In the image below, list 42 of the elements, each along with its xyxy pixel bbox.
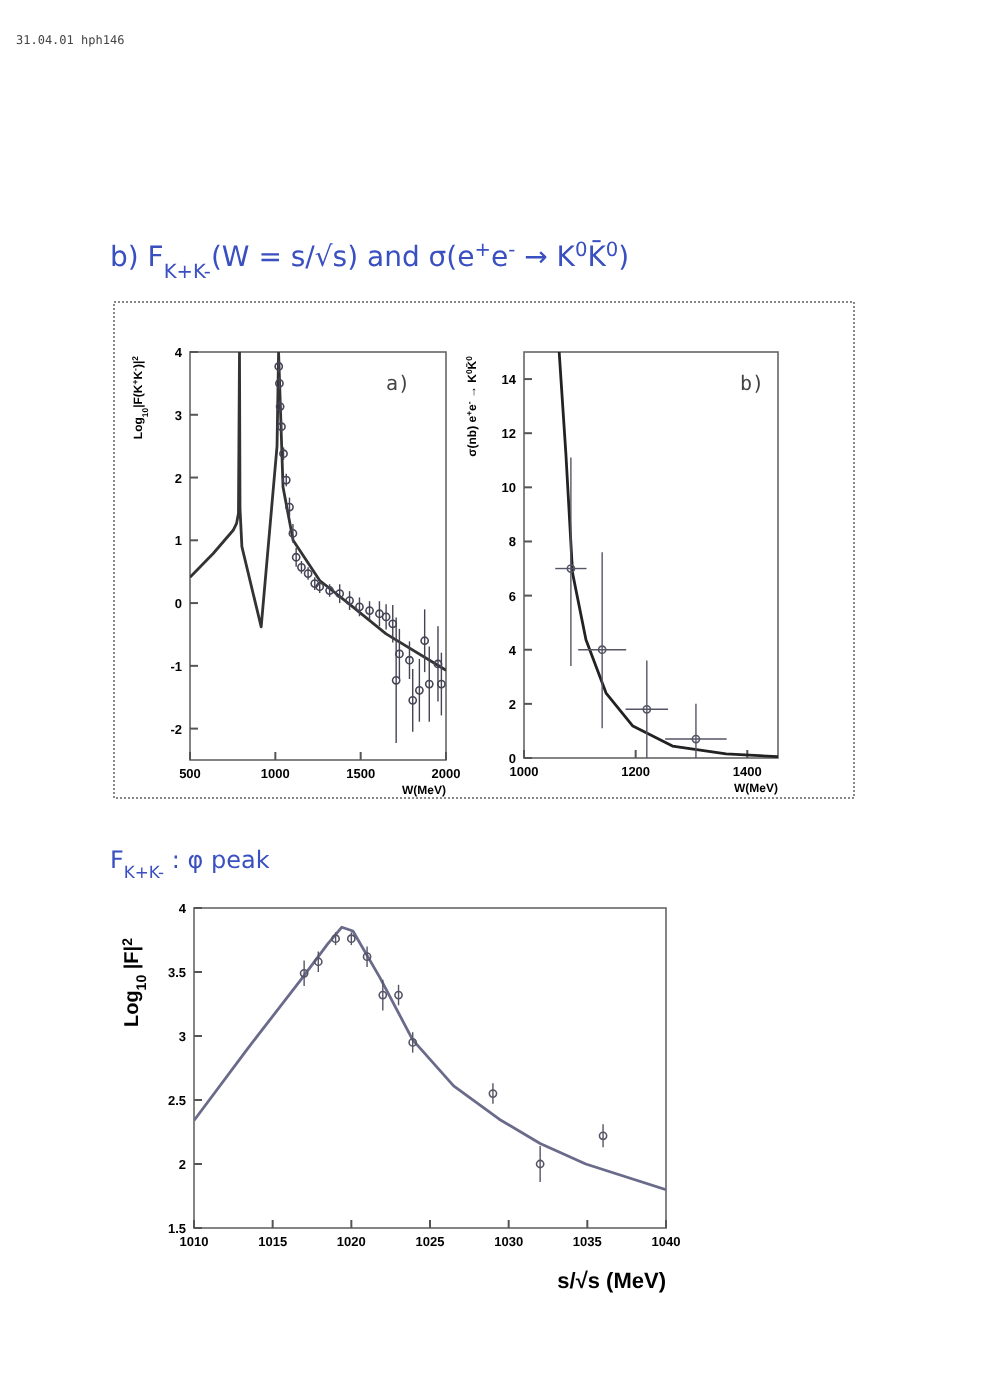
point xyxy=(691,734,701,744)
annotation: b) xyxy=(739,374,764,396)
point xyxy=(299,968,309,978)
point xyxy=(597,645,607,655)
chart-title: F$_{K+K-}$ : φ peak xyxy=(110,846,270,882)
point xyxy=(535,1159,545,1169)
x-axis-title: s/√s (MeV) xyxy=(557,1270,667,1294)
point xyxy=(275,402,285,412)
point xyxy=(291,552,301,562)
line-series xyxy=(194,925,666,1191)
line-series xyxy=(557,352,778,758)
point xyxy=(414,685,424,695)
point xyxy=(303,569,313,578)
point xyxy=(598,1131,608,1141)
point xyxy=(362,952,372,962)
annotation: a) xyxy=(385,374,410,396)
point xyxy=(394,990,403,1000)
point xyxy=(381,612,391,622)
point xyxy=(436,679,446,689)
point xyxy=(345,596,354,605)
point xyxy=(405,655,414,665)
point xyxy=(424,679,434,689)
point xyxy=(285,502,294,512)
point xyxy=(408,1038,418,1047)
point xyxy=(365,606,374,616)
point xyxy=(388,619,398,629)
point xyxy=(566,564,576,573)
point xyxy=(395,649,404,659)
point xyxy=(313,957,323,967)
point xyxy=(378,990,388,1000)
point xyxy=(335,589,345,599)
point xyxy=(375,609,384,619)
point xyxy=(355,602,364,612)
point xyxy=(391,675,401,685)
line-series xyxy=(190,352,446,672)
point xyxy=(433,659,443,669)
point xyxy=(488,1089,498,1098)
point xyxy=(288,529,298,538)
point xyxy=(642,704,652,714)
point xyxy=(408,695,418,705)
chart-title: b) F$_{K+K-}$(W = s/√s) and σ(e$^{+}$e$^{-}$ → K$^{0}$K̄$^{0}$) xyxy=(110,239,630,283)
point xyxy=(420,636,430,646)
